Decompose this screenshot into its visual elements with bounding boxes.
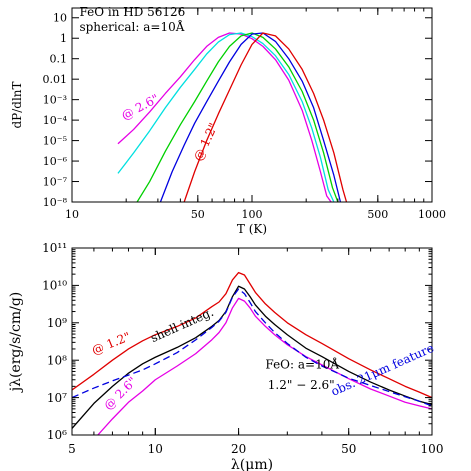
temperature-distribution-plot: 10 50 100 500 1000 10 1 0.1 0.01 10⁻³ 10⁻⁴ 10⁻⁵ 10⁻⁶…	[10, 5, 446, 236]
chart-annotation: @ 1.2"	[191, 121, 221, 164]
y-tick-label: 10⁻⁵	[43, 134, 67, 147]
series-line-4	[159, 32, 342, 202]
x-tick-label: 5	[68, 442, 76, 456]
chart-annotation: shell integ.	[148, 305, 215, 345]
y-tick-label: 10	[53, 12, 67, 25]
y-tick-label: 0.1	[50, 53, 68, 66]
y-tick-label: 10⁻⁶	[43, 155, 68, 168]
y-tick-label: 10¹¹	[42, 241, 67, 255]
y-tick-label: 10⁶	[47, 428, 67, 442]
y-tick-label: 10⁻³	[43, 93, 67, 106]
chart-annotation: @ 2.6"	[119, 91, 161, 122]
x-tick-label: 10	[148, 442, 163, 456]
y-tick-label: 10⁻⁴	[43, 114, 68, 127]
x-tick-label: 500	[367, 208, 388, 221]
y-tick-label: 10⁸	[47, 353, 67, 367]
chart-annotation: FeO: a=10Å	[265, 356, 339, 371]
series-line-3	[136, 32, 339, 202]
x-tick-label: 10	[65, 208, 79, 221]
series-line-3	[97, 297, 432, 435]
y-tick-label: 10⁻⁸	[43, 196, 68, 209]
tick-marks	[71, 8, 433, 203]
y-axis-title: dP/dlnT	[10, 81, 24, 128]
x-tick-label: 100	[421, 442, 444, 456]
series-line-1	[117, 32, 332, 202]
series-line-4	[72, 288, 432, 407]
series-line-1	[72, 271, 432, 399]
y-tick-label: 1	[60, 32, 67, 45]
chart-annotation: FeO in HD 56126	[79, 5, 185, 19]
x-axis-title: λ(μm)	[231, 457, 273, 471]
series-line-2	[117, 32, 335, 202]
x-tick-label: 20	[231, 442, 246, 456]
x-tick-label: 100	[242, 208, 263, 221]
x-tick-label: 50	[341, 442, 356, 456]
x-tick-label: 1000	[418, 208, 446, 221]
y-tick-label: 10⁹	[47, 316, 67, 330]
chart-annotation: spherical: a=10Å	[79, 19, 184, 34]
series-line-2	[72, 285, 432, 429]
x-axis-title: T (K)	[237, 222, 267, 236]
y-tick-label: 10⁻⁷	[43, 175, 68, 188]
y-tick-label: 10⁷	[47, 391, 67, 405]
y-tick-label: 0.01	[43, 73, 68, 86]
chart-annotation: 1.2" − 2.6"	[268, 378, 335, 392]
y-axis-title: jλ(erg/s/cm/g)	[8, 292, 24, 394]
plot-frame	[71, 247, 433, 436]
emissivity-spectrum-plot: 5 10 20 50 100 10⁶ 10⁷ 10⁸ 10⁹ 10¹⁰ 10¹¹ λ(μm) jλ(er…	[8, 241, 443, 471]
series-line-5	[183, 32, 348, 202]
series-group	[117, 32, 348, 202]
y-tick-label: 10¹⁰	[42, 279, 67, 293]
series-group	[72, 271, 432, 435]
x-tick-label: 50	[191, 208, 205, 221]
chart-annotation: @ 1.2"	[90, 329, 133, 357]
tick-marks	[71, 247, 433, 436]
